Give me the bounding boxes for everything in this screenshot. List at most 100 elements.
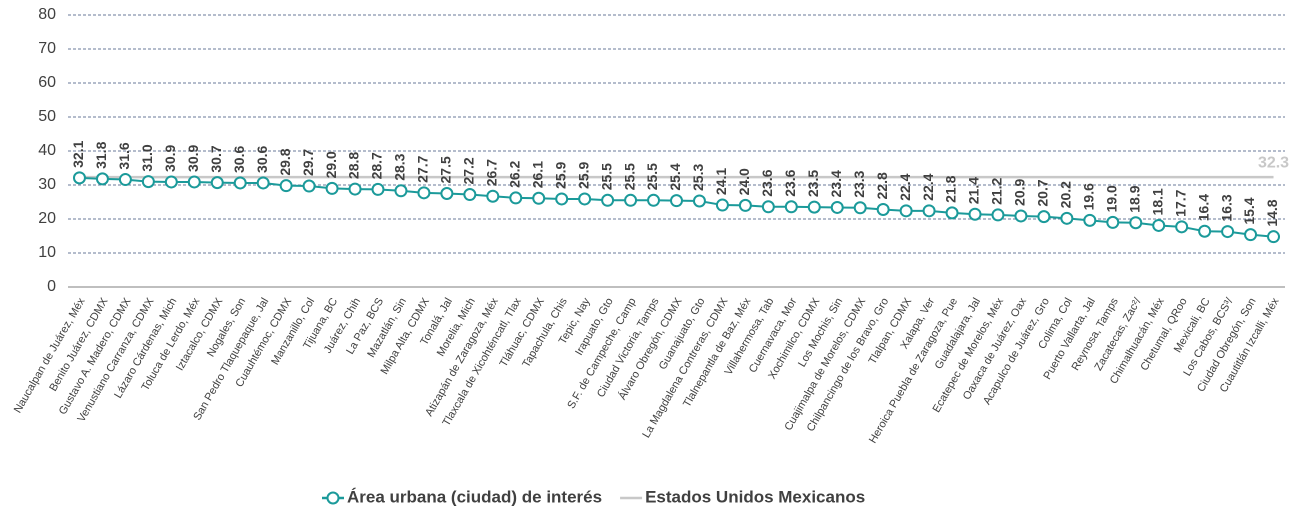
data-label: 26.2 (506, 160, 522, 187)
data-label: 25.4 (667, 163, 683, 190)
data-point (348, 182, 362, 196)
data-label: 18.9 (1126, 185, 1142, 212)
data-label: 31.6 (116, 142, 132, 169)
data-label: 20.7 (1035, 179, 1051, 206)
data-point (95, 172, 109, 186)
data-point (624, 193, 638, 207)
data-point (302, 179, 316, 193)
y-tick-label: 40 (38, 142, 56, 159)
data-point (1106, 215, 1120, 229)
data-label: 30.6 (254, 145, 270, 172)
data-label: 30.6 (231, 145, 247, 172)
data-label: 22.8 (874, 172, 890, 199)
legend-label: Estados Unidos Mexicanos (645, 487, 865, 506)
data-label: 20.9 (1012, 178, 1028, 205)
legend-label: Área urbana (ciudad) de interés (347, 487, 602, 506)
data-point (922, 204, 936, 218)
data-point (647, 193, 661, 207)
y-tick-label: 70 (38, 40, 56, 57)
data-point (279, 179, 293, 193)
data-label: 20.2 (1058, 181, 1074, 208)
data-point (715, 198, 729, 212)
data-label: 24.0 (736, 168, 752, 195)
data-label: 31.0 (139, 144, 155, 171)
data-label: 25.5 (598, 163, 614, 190)
data-label: 16.3 (1218, 194, 1234, 221)
y-tick-label: 80 (38, 6, 56, 23)
data-point (830, 200, 844, 214)
data-label: 32.1 (70, 140, 86, 167)
data-label: 21.8 (943, 175, 959, 202)
data-label: 29.7 (300, 149, 316, 176)
data-point (761, 200, 775, 214)
data-point (555, 192, 569, 206)
data-point (256, 176, 270, 190)
data-label: 21.4 (966, 177, 982, 204)
data-point (1267, 230, 1281, 244)
data-label: 21.2 (989, 177, 1005, 204)
data-point (876, 202, 890, 216)
data-label: 16.4 (1195, 194, 1211, 221)
data-point (141, 175, 155, 189)
data-label: 24.1 (713, 168, 729, 195)
data-point (486, 189, 500, 203)
data-point (1152, 218, 1166, 232)
data-label: 25.5 (644, 163, 660, 190)
y-tick-label: 20 (38, 210, 56, 227)
data-point (1221, 225, 1235, 239)
data-label: 23.4 (828, 170, 844, 197)
data-point (1175, 220, 1189, 234)
data-point (1014, 209, 1028, 223)
data-point (463, 188, 477, 202)
data-point (233, 176, 247, 190)
data-point (394, 184, 408, 198)
data-label: 25.9 (552, 161, 568, 188)
data-label: 23.5 (805, 170, 821, 197)
data-point (440, 187, 454, 200)
legend-marker (326, 491, 340, 505)
data-label: 29.0 (323, 151, 339, 178)
data-label: 22.4 (897, 173, 913, 200)
data-label: 30.7 (208, 145, 224, 172)
y-tick-label: 10 (38, 244, 56, 261)
y-tick-label: 50 (38, 108, 56, 125)
data-point (670, 194, 683, 208)
data-label: 30.9 (185, 144, 201, 171)
data-point (417, 186, 431, 200)
data-point (807, 200, 821, 214)
data-point (118, 173, 132, 187)
data-label: 27.2 (461, 157, 477, 184)
data-label: 25.3 (690, 164, 706, 191)
data-point (601, 193, 615, 207)
data-label: 23.6 (759, 169, 775, 196)
data-label: 31.8 (93, 141, 109, 168)
data-point (1198, 224, 1212, 238)
data-point (784, 200, 798, 214)
data-label: 14.8 (1264, 199, 1280, 226)
data-label: 27.7 (415, 155, 431, 182)
data-label: 15.4 (1241, 197, 1257, 224)
data-point (1129, 216, 1143, 230)
data-point (532, 191, 546, 205)
data-label: 19.6 (1081, 183, 1097, 210)
data-point (1083, 213, 1097, 227)
data-label: 29.8 (277, 148, 293, 175)
data-point (738, 198, 752, 212)
data-label: 22.4 (920, 173, 936, 200)
data-label: 23.6 (782, 169, 798, 196)
data-label: 23.3 (851, 170, 867, 197)
data-point (968, 207, 982, 221)
data-label: 26.7 (484, 159, 500, 186)
data-label: 18.1 (1149, 188, 1165, 215)
data-label: 27.5 (438, 156, 454, 183)
data-point (72, 171, 86, 185)
reference-label: 32.3 (1258, 154, 1289, 171)
data-label: 25.5 (621, 163, 637, 190)
data-label: 28.7 (369, 152, 385, 179)
data-label: 19.0 (1103, 185, 1119, 212)
data-point (578, 192, 592, 206)
y-tick-label: 60 (38, 74, 56, 91)
data-label: 28.3 (392, 153, 408, 180)
data-point (164, 175, 178, 189)
